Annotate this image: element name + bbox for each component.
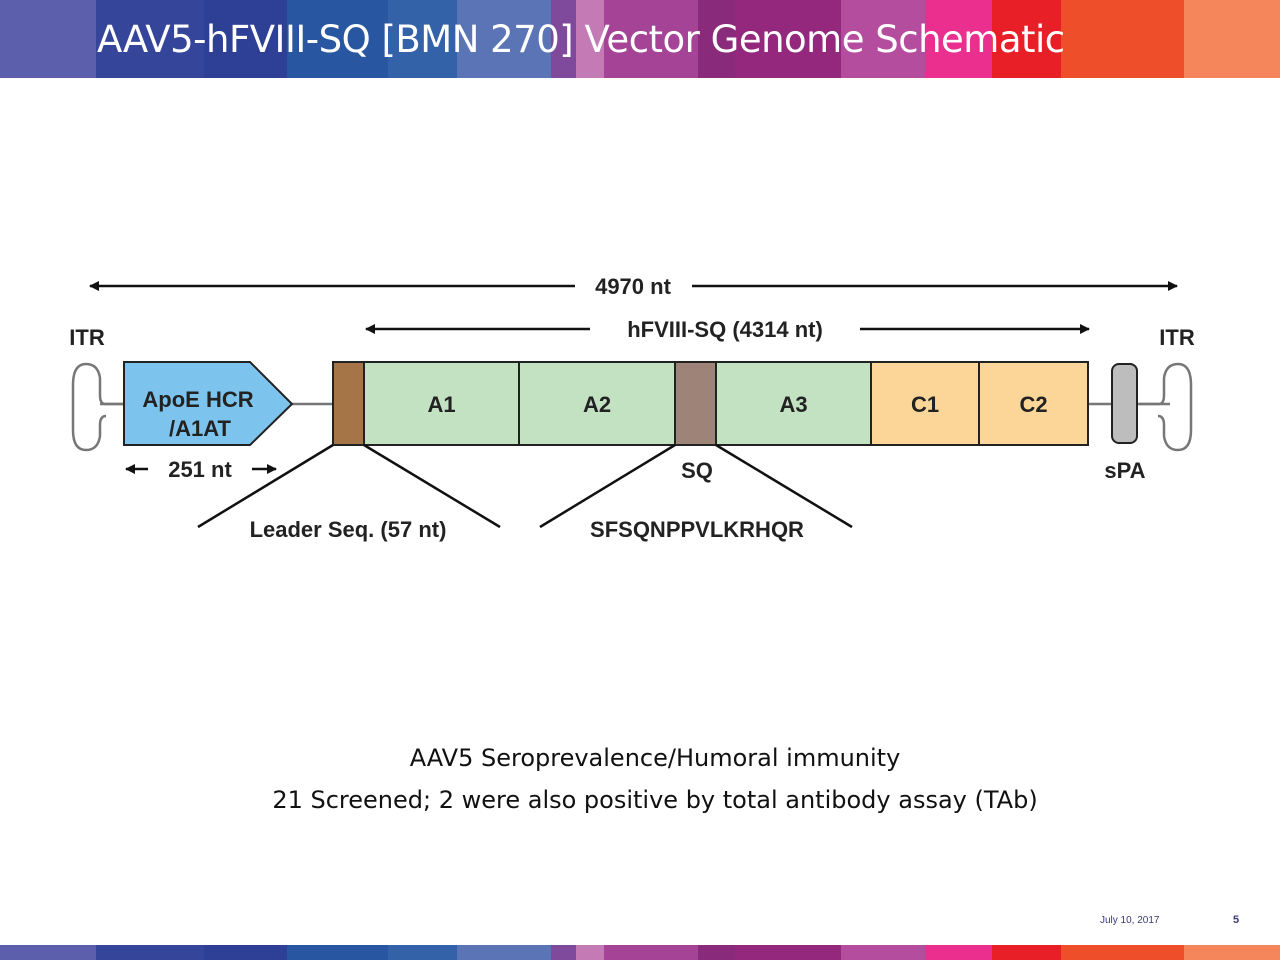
transgene-length-label: hFVIII-SQ (4314 nt) — [627, 317, 823, 342]
footer-date: July 10, 2017 — [1100, 915, 1160, 926]
band-stripe — [0, 945, 96, 960]
page-number: 5 — [1233, 914, 1240, 926]
total-length-label: 4970 nt — [595, 274, 671, 299]
band-stripe — [0, 0, 96, 78]
sq-sequence-label: SFSQNPPVLKRHQR — [590, 517, 804, 542]
leader-seq-label: Leader Seq. (57 nt) — [250, 517, 447, 542]
band-stripe — [841, 945, 925, 960]
promoter-length-label: 251 nt — [168, 457, 232, 482]
band-stripe — [1061, 0, 1184, 78]
note-line-2: 21 Screened; 2 were also positive by tot… — [272, 786, 1038, 814]
domain-label: A2 — [583, 392, 611, 417]
transgene-length-arrow: hFVIII-SQ (4314 nt) — [365, 317, 1090, 342]
band-stripe — [735, 0, 841, 78]
promoter-label-1: ApoE HCR — [142, 387, 253, 412]
band-stripe — [992, 0, 1061, 78]
itr-right-label: ITR — [1159, 325, 1195, 350]
itr-right-hairpin — [1140, 362, 1193, 452]
spa-label: sPA — [1104, 458, 1145, 483]
band-stripe — [287, 945, 388, 960]
band-stripe — [96, 0, 204, 78]
hfviii-domains: A1 A2 A3 C1 C2 — [332, 361, 1089, 446]
promoter-shape — [123, 361, 294, 446]
domain-segment-3 — [674, 361, 717, 446]
band-stripe — [992, 945, 1061, 960]
header-band — [0, 0, 1280, 78]
band-stripe — [925, 945, 992, 960]
domain-a2 — [518, 361, 676, 446]
band-stripe — [388, 945, 457, 960]
domain-label: A1 — [427, 392, 455, 417]
band-stripe — [287, 0, 388, 78]
band-stripe — [457, 945, 551, 960]
domain-c2 — [978, 361, 1089, 446]
band-stripe — [96, 945, 204, 960]
itr-left-label: ITR — [69, 325, 105, 350]
domain-label: A3 — [779, 392, 807, 417]
band-stripe — [1184, 0, 1280, 78]
band-stripe — [1184, 945, 1280, 960]
note-line-1: AAV5 Seroprevalence/Humoral immunity — [409, 744, 901, 772]
band-stripe — [925, 0, 992, 78]
band-stripe — [204, 945, 287, 960]
spa-element — [1111, 363, 1138, 444]
band-stripe — [551, 0, 576, 78]
band-stripe — [698, 0, 735, 78]
domain-segment-0 — [332, 361, 365, 446]
slide-title: AAV5-hFVIII-SQ [BMN 270] Vector Genome S… — [97, 18, 1065, 61]
band-stripe — [457, 0, 551, 78]
band-stripe — [551, 945, 576, 960]
total-length-arrow: 4970 nt — [89, 274, 1178, 299]
promoter-label-2: /A1AT — [169, 416, 231, 441]
band-stripe — [576, 0, 604, 78]
domain-label: C1 — [911, 392, 939, 417]
band-stripe — [576, 945, 604, 960]
domain-label: C2 — [1019, 392, 1047, 417]
band-stripe — [841, 0, 925, 78]
itr-left-hairpin — [71, 362, 124, 452]
callout-lines — [197, 443, 853, 529]
band-stripe — [735, 945, 841, 960]
band-stripe — [604, 0, 698, 78]
band-stripe — [388, 0, 457, 78]
band-stripe — [204, 0, 287, 78]
domain-c1 — [870, 361, 980, 446]
promoter-length: 251 nt — [125, 457, 277, 482]
domain-a3 — [715, 361, 872, 446]
footer-band — [0, 945, 1280, 960]
sq-label: SQ — [681, 458, 713, 483]
band-stripe — [1061, 945, 1184, 960]
band-stripe — [698, 945, 735, 960]
band-stripe — [604, 945, 698, 960]
